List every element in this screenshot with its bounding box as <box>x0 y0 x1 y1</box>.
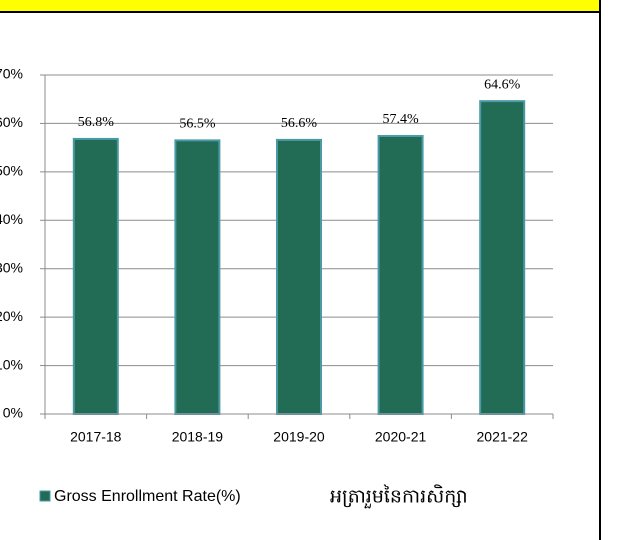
x-tick-label: 2020-21 <box>375 429 427 445</box>
x-tick-label: 2017-18 <box>70 429 122 445</box>
data-label: 56.8% <box>78 115 115 130</box>
bar <box>479 100 526 415</box>
data-label: 56.6% <box>281 116 318 131</box>
header-band <box>0 0 600 12</box>
x-tick-label: 2019-20 <box>273 429 325 445</box>
y-tick-label: 20% <box>0 308 23 324</box>
data-label: 64.6% <box>484 77 521 92</box>
y-tick-label: 70% <box>0 66 23 82</box>
y-tick-label: 40% <box>0 211 23 227</box>
y-tick-label: 0% <box>3 405 23 421</box>
y-tick-label: 50% <box>0 163 23 179</box>
bar <box>72 137 119 415</box>
y-tick-label: 30% <box>0 259 23 275</box>
bar <box>377 135 424 416</box>
data-label: 57.4% <box>383 112 420 127</box>
y-tick-label: 10% <box>0 356 23 372</box>
x-tick-label: 2018-19 <box>172 429 224 445</box>
x-tick-label: 2021-22 <box>477 429 529 445</box>
bar <box>276 138 322 415</box>
bar <box>174 139 221 415</box>
data-label: 56.5% <box>179 117 216 132</box>
legend-swatch <box>39 490 51 502</box>
annotation: អត្រារួមនៃការសិក្សា <box>330 484 468 510</box>
y-tick-label: 60% <box>0 114 23 130</box>
legend-label: Gross Enrollment Rate(%) <box>54 488 241 505</box>
